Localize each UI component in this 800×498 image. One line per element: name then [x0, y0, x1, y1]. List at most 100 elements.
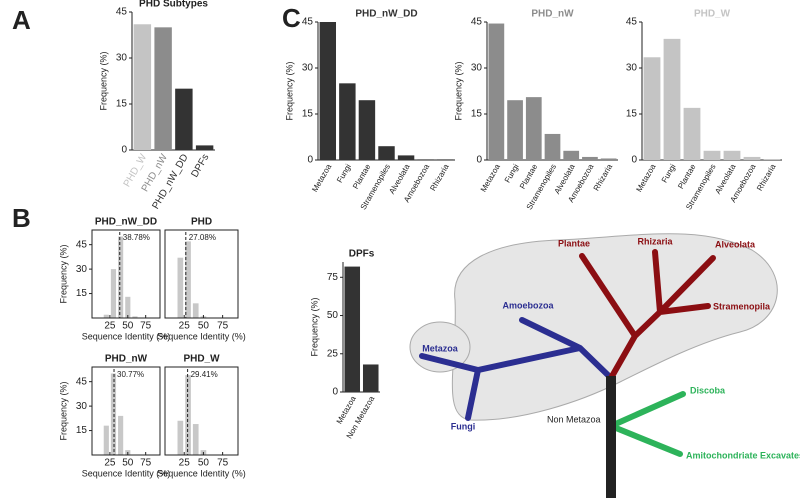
y-axis-label: Frequency (%) [98, 51, 108, 110]
mean-label: 27.08% [189, 233, 216, 242]
y-axis-label: Frequency (%) [284, 61, 294, 120]
x-tick-label: 25 [104, 321, 116, 332]
y-tick-label: 25 [327, 348, 339, 359]
mean-label: 30.77% [117, 370, 144, 379]
bar [417, 159, 434, 160]
x-axis-label: Sequence Identity (%) [82, 331, 171, 341]
bar [525, 97, 542, 160]
x-tick-label: 75 [140, 321, 152, 332]
x-tick-label: Metazoa [310, 162, 333, 194]
bar [132, 316, 138, 318]
bar [703, 150, 721, 160]
y-tick-label: 0 [332, 387, 338, 398]
y-tick-label: 0 [307, 155, 313, 166]
x-tick-label: Rhizaria [592, 162, 615, 192]
y-tick-label: 0 [631, 155, 637, 166]
panel-label: C [282, 3, 301, 33]
bar [110, 373, 117, 455]
plot-frame [91, 229, 161, 319]
y-axis-label: Frequency (%) [453, 61, 463, 120]
x-tick-label: 50 [198, 321, 210, 332]
bar [397, 155, 415, 160]
green-branches [608, 391, 686, 457]
bar [743, 156, 761, 160]
bar [378, 146, 395, 160]
mean-label: 38.78% [123, 233, 150, 242]
bar [362, 364, 379, 392]
bar [582, 156, 598, 160]
bar [643, 57, 661, 161]
root-label: Non Metazoa [547, 414, 601, 424]
bar [154, 27, 172, 150]
x-tick-label: Metazoa [634, 162, 657, 194]
bar [125, 296, 131, 318]
chart-title: PHD_nW [531, 9, 574, 20]
plot-frame [164, 366, 239, 456]
bar [177, 420, 184, 455]
x-tick-label: 25 [179, 321, 191, 332]
clade-label: Plantae [558, 238, 590, 248]
clade-label: Stramenopila [713, 301, 771, 311]
plot-frame [91, 366, 161, 456]
clade-label: Alveolata [715, 239, 756, 249]
bar [118, 236, 124, 318]
bar [195, 145, 214, 150]
y-axis-label: Frequency (%) [58, 244, 68, 303]
bar [563, 150, 580, 160]
bar [177, 257, 184, 318]
chart-title: PHD_W [694, 9, 731, 20]
x-tick-label: Rhizaria [755, 162, 778, 192]
x-axis-label: Sequence Identity (%) [157, 468, 246, 478]
x-tick-label: Metazoa [479, 162, 502, 194]
y-tick-label: 45 [76, 376, 88, 387]
bar [488, 23, 505, 161]
y-tick-label: 15 [471, 109, 483, 120]
x-tick-label: Fungi [503, 162, 521, 184]
x-tick-label: 50 [198, 458, 210, 469]
y-tick-label: 0 [121, 145, 127, 156]
bar [436, 159, 454, 160]
x-axis-label: Sequence Identity (%) [157, 331, 246, 341]
chart-title: PHD [191, 217, 212, 228]
bar [507, 100, 523, 160]
clade-label: Amitochondriate Excavates [686, 450, 800, 460]
bar [319, 22, 337, 160]
y-tick-label: 15 [116, 99, 128, 110]
chart-title: PHD Subtypes [139, 0, 208, 10]
y-tick-label: 45 [471, 17, 483, 28]
clade-label: Discoba [690, 385, 726, 395]
clade-label: Fungi [451, 421, 476, 431]
blue-branches [419, 317, 614, 421]
trunk [606, 376, 616, 498]
bar [600, 158, 617, 160]
bar [118, 415, 124, 455]
bar [110, 269, 117, 318]
bar [103, 425, 109, 455]
red-branches [579, 249, 716, 381]
chart-title: PHD_nW_DD [95, 217, 157, 228]
bar [763, 159, 781, 160]
y-tick-label: 15 [76, 288, 88, 299]
panel-label: B [12, 203, 31, 233]
x-tick-label: Fungi [660, 162, 678, 184]
y-tick-label: 30 [76, 264, 88, 275]
y-tick-label: 45 [302, 17, 314, 28]
y-tick-label: 0 [476, 155, 482, 166]
x-tick-label: Rhizaria [428, 162, 451, 192]
x-tick-label: 50 [122, 321, 134, 332]
y-tick-label: 30 [302, 63, 314, 74]
bar [683, 107, 701, 160]
y-tick-label: 15 [302, 109, 314, 120]
chart-title: PHD_nW_DD [355, 9, 417, 20]
bar [344, 266, 361, 392]
mean-label: 29.41% [191, 370, 218, 379]
x-tick-label: 50 [122, 458, 134, 469]
x-tick-label: 75 [217, 458, 229, 469]
bar [185, 241, 191, 318]
x-axis-label: Sequence Identity (%) [82, 468, 171, 478]
x-tick-label: Plantae [676, 162, 698, 190]
bar [723, 150, 741, 160]
bar [133, 24, 152, 151]
x-tick-label: 75 [140, 458, 152, 469]
y-tick-label: 30 [116, 53, 128, 64]
